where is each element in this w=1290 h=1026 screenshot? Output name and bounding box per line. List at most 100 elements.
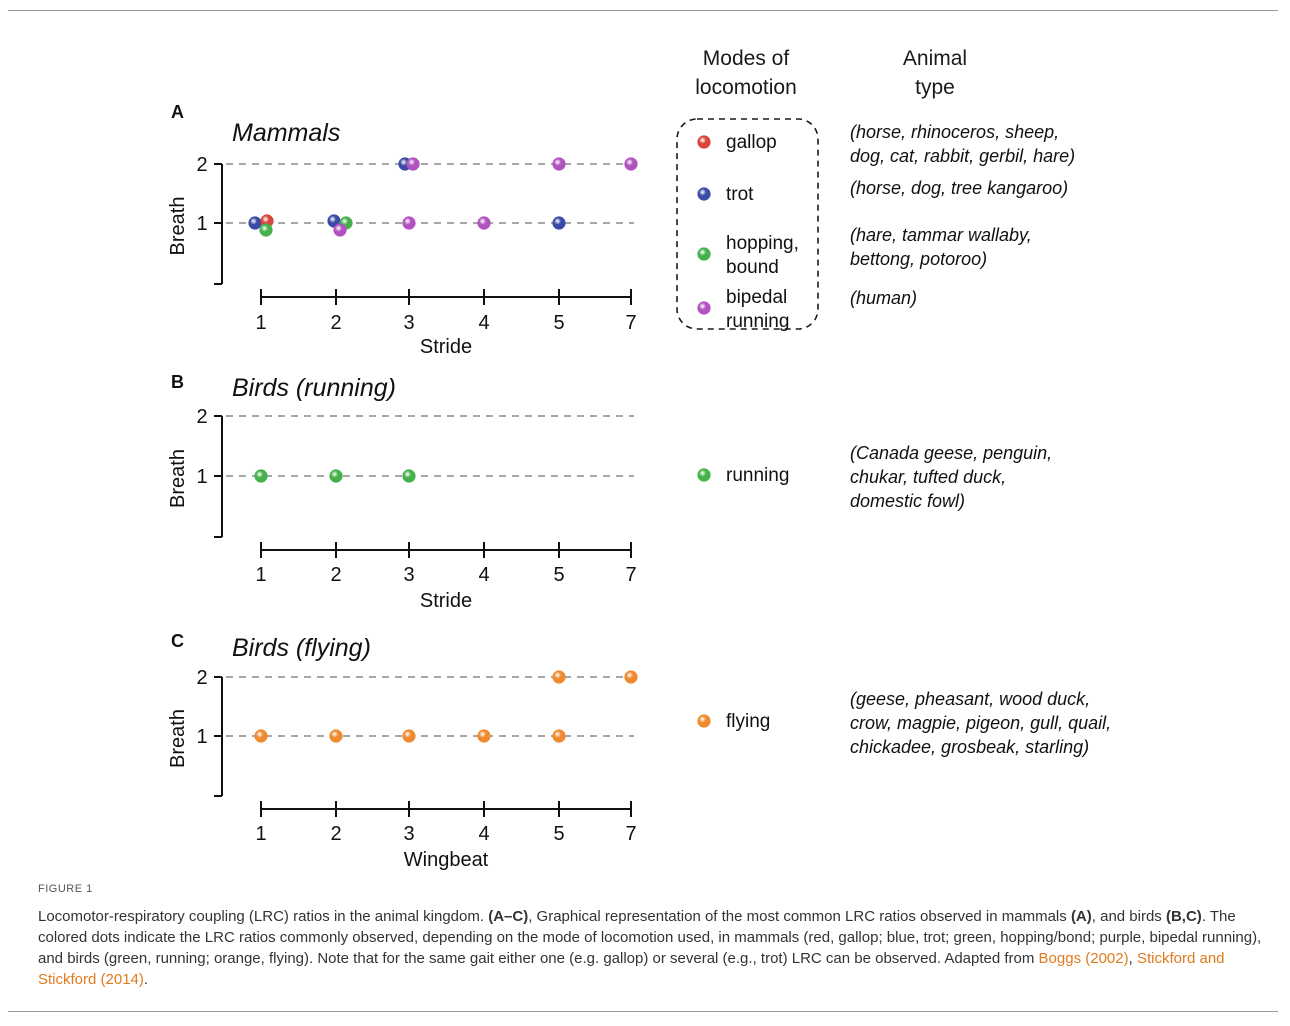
animal-list-flying: chickadee, grosbeak, starling)	[850, 737, 1089, 757]
x-tick-label: 1	[255, 823, 266, 845]
panel-title: Birds (flying)	[232, 634, 371, 662]
citation-link-stickford[interactable]: Stickford and Stickford (2014)	[38, 950, 1225, 988]
data-point-flying	[329, 729, 343, 743]
legend-dot-flying	[697, 714, 711, 728]
animal-list-running: (Canada geese, penguin,	[850, 443, 1052, 463]
x-tick-label: 7	[625, 823, 636, 845]
panel-letter: B	[171, 372, 184, 392]
y-tick-label: 1	[196, 213, 207, 235]
animal-list-gallop: dog, cat, rabbit, gerbil, hare)	[850, 146, 1075, 166]
data-point-bipedal	[402, 216, 416, 230]
legend-label-hopping: hopping,	[726, 233, 799, 254]
legend-dot-gallop	[697, 135, 711, 149]
data-point-bipedal	[406, 157, 420, 171]
figure-frame: Modes of locomotion Animal type A Mammals 1 2 Br…	[8, 10, 1278, 1012]
x-tick-label: 3	[403, 823, 414, 845]
x-tick-label: 7	[625, 312, 636, 334]
x-axis-label: Stride	[420, 590, 472, 612]
y-tick-label: 1	[196, 466, 207, 488]
animal-list-running: domestic fowl)	[850, 491, 965, 511]
figure-caption: FIGURE 1 Locomotor-respiratory coupling …	[38, 879, 1263, 990]
mammal-legend-box	[676, 118, 819, 330]
legend-label-hopping: bound	[726, 257, 779, 278]
x-tick-label: 5	[553, 564, 564, 586]
y-axis-label: Breath	[167, 709, 189, 768]
panel-title: Birds (running)	[232, 374, 396, 402]
x-tick-label: 2	[330, 823, 341, 845]
x-axis-label: Wingbeat	[404, 849, 489, 871]
caption-text-3: , and birds	[1091, 908, 1166, 925]
panel-letter: A	[171, 102, 184, 122]
y-tick-label: 2	[196, 667, 207, 689]
data-point-bipedal	[624, 157, 638, 171]
animal-list-running: chukar, tufted duck,	[850, 467, 1006, 487]
citation-link-boggs[interactable]: Boggs (2002)	[1038, 950, 1129, 967]
legend-label-flying: flying	[726, 711, 770, 732]
data-point-hopping	[259, 223, 273, 237]
header-animal-type: Animal	[903, 47, 967, 70]
legend-label-bipedal: running	[726, 311, 789, 332]
y-axis-label: Breath	[167, 449, 189, 508]
y-axis-label: Breath	[167, 197, 189, 256]
legend-label-trot: trot	[726, 184, 754, 205]
caption-end: .	[143, 971, 149, 988]
x-axis-label: Stride	[420, 336, 472, 358]
legend-label-running: running	[726, 465, 789, 486]
data-point-bipedal	[333, 223, 347, 237]
data-point-running	[402, 469, 416, 483]
legend-dot-running	[697, 468, 711, 482]
x-tick-label: 4	[478, 823, 489, 845]
x-tick-label: 3	[403, 312, 414, 334]
x-tick-label: 3	[403, 564, 414, 586]
x-tick-label: 4	[478, 564, 489, 586]
data-point-running	[254, 469, 268, 483]
animal-list-gallop: (horse, rhinoceros, sheep,	[850, 122, 1059, 142]
panel-letter: C	[171, 631, 184, 651]
chart-panel-b: B Birds (running) 1 2 Breath 1 2 3 4 5 7 Stride runn…	[167, 372, 1052, 612]
animal-list-flying: (geese, pheasant, wood duck,	[850, 689, 1090, 709]
animal-list-hopping: (hare, tammar wallaby,	[850, 225, 1032, 245]
caption-separator: ,	[1128, 950, 1137, 967]
x-tick-label: 1	[255, 564, 266, 586]
header-modes-of-locomotion: locomotion	[695, 76, 797, 99]
data-point-running	[329, 469, 343, 483]
caption-text-2: , Graphical representation of the most c…	[528, 908, 1071, 925]
header-animal-type: type	[915, 76, 955, 99]
caption-panel-ref-a: (A)	[1070, 908, 1092, 925]
legend-dot-bipedal	[697, 301, 711, 315]
data-point-flying	[552, 670, 566, 684]
panel-title: Mammals	[232, 119, 340, 147]
data-point-trot	[248, 216, 262, 230]
data-point-flying	[402, 729, 416, 743]
y-tick-label: 1	[196, 726, 207, 748]
caption-panel-ref-bc: (B,C)	[1165, 908, 1202, 925]
data-point-flying	[624, 670, 638, 684]
header-modes-of-locomotion: Modes of	[703, 47, 790, 70]
y-tick-label: 2	[196, 154, 207, 176]
animal-list-flying: crow, magpie, pigeon, gull, quail,	[850, 713, 1111, 733]
data-point-flying	[477, 729, 491, 743]
legend-dot-trot	[697, 187, 711, 201]
data-point-bipedal	[552, 157, 566, 171]
x-tick-label: 2	[330, 312, 341, 334]
x-tick-label: 7	[625, 564, 636, 586]
caption-text-4: . The colored dots indicate the LRC rati…	[38, 908, 1262, 967]
figure-canvas: Modes oflocomotionAnimaltypeAMammals12Br…	[167, 47, 1111, 871]
x-tick-label: 4	[478, 312, 489, 334]
x-tick-label: 5	[553, 823, 564, 845]
data-point-flying	[552, 729, 566, 743]
chart-panel-a: A Mammals 1 2 Breath 1 2 3 4 5 7 Stride gallop (horse…	[167, 102, 1075, 358]
animal-list-trot: (horse, dog, tree kangaroo)	[850, 178, 1068, 198]
x-tick-label: 2	[330, 564, 341, 586]
animal-list-hopping: bettong, potoroo)	[850, 249, 987, 269]
legend-label-gallop: gallop	[726, 132, 777, 153]
data-point-flying	[254, 729, 268, 743]
caption-panel-ref-ac: (A–C)	[488, 908, 529, 925]
figure-label: FIGURE 1	[38, 883, 93, 895]
column-headers: Modes of locomotion Animal type	[695, 47, 967, 99]
animal-list-bipedal: (human)	[850, 288, 917, 308]
data-point-trot	[552, 216, 566, 230]
legend-label-bipedal: bipedal	[726, 287, 787, 308]
caption-text-1: Locomotor-respiratory coupling (LRC) rat…	[38, 908, 489, 925]
y-tick-label: 2	[196, 406, 207, 428]
